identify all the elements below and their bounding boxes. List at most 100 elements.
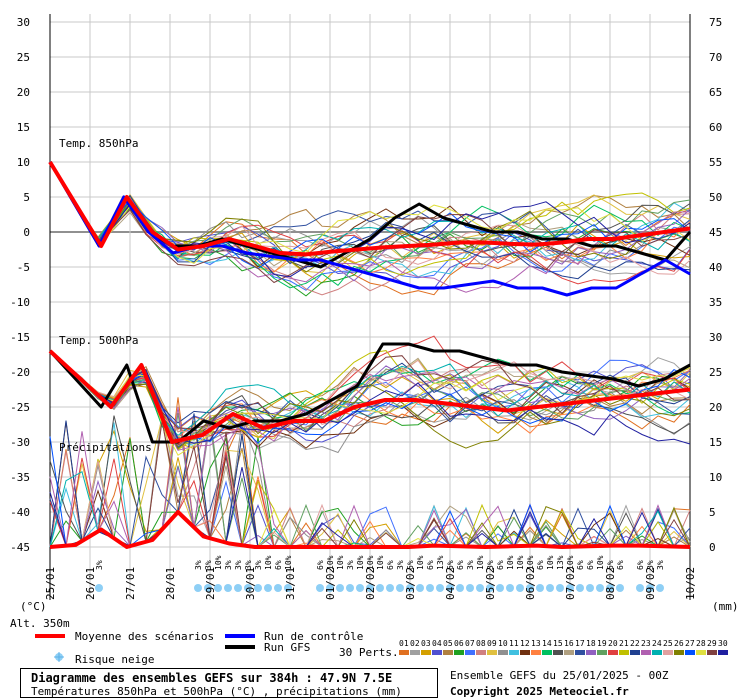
x-date-label: 27/01	[124, 567, 137, 600]
member-swatch	[641, 650, 651, 655]
member-number: 06	[454, 639, 464, 648]
snow-risk-percent: 13%	[436, 555, 445, 570]
member-swatch	[410, 650, 420, 655]
snow-risk-percent: 6%	[496, 560, 505, 570]
snow-risk-percent: 10%	[416, 555, 425, 570]
x-date-label: 03/02	[404, 567, 417, 600]
snow-icon	[566, 584, 574, 592]
member-number: 24	[652, 639, 662, 648]
snow-risk-percent: 10%	[546, 555, 555, 570]
x-date-label: 30/01	[244, 567, 257, 600]
legend-gfs-label: Run GFS	[264, 641, 310, 654]
member-line-850	[49, 161, 691, 285]
snow-icon	[416, 584, 424, 592]
snow-icon	[556, 584, 564, 592]
right-tick-label: 5	[709, 506, 716, 519]
snow-icon	[224, 584, 232, 592]
member-swatch	[553, 650, 563, 655]
member-swatch	[586, 650, 596, 655]
member-number: 03	[421, 639, 431, 648]
x-date-label: 05/02	[484, 567, 497, 600]
snow-risk-marker: 3%	[486, 560, 495, 592]
member-swatch	[432, 650, 442, 655]
snow-icon	[496, 584, 504, 592]
snow-risk-percent: 6%	[586, 560, 595, 570]
legend-control-label: Run de contrôle	[264, 630, 363, 643]
right-tick-label: 50	[709, 191, 722, 204]
chart-axes: 302520151050-5-10-15-20-25-30-35-40-4575…	[10, 16, 722, 554]
snow-risk-marker: 13%	[436, 555, 445, 592]
left-tick-label: -45	[10, 541, 30, 554]
left-tick-label: 30	[17, 16, 30, 29]
snow-risk-percent: 10%	[566, 555, 575, 570]
title-box: Diagramme des ensembles GEFS sur 384h : …	[20, 668, 438, 698]
snow-risk-percent: 10%	[366, 555, 375, 570]
member-swatch	[487, 650, 497, 655]
snow-risk-marker: 6%	[456, 560, 465, 592]
member-number: 09	[487, 639, 497, 648]
snow-icon	[194, 584, 202, 592]
left-tick-label: -5	[17, 261, 30, 274]
x-date-label: 06/02	[524, 567, 537, 600]
x-date-label: 25/01	[44, 567, 57, 600]
snow-risk-marker: 10%	[356, 555, 365, 592]
snow-icon	[546, 584, 554, 592]
member-number: 10	[498, 639, 508, 648]
left-tick-label: -20	[10, 366, 30, 379]
snow-icon	[336, 584, 344, 592]
altitude-label: Alt. 350m	[10, 617, 70, 630]
member-number: 08	[476, 639, 486, 648]
snow-icon	[456, 584, 464, 592]
legend-snow-icon	[54, 652, 64, 662]
member-line-850	[49, 161, 691, 289]
snow-risk-marker: 10%	[526, 555, 535, 592]
right-tick-label: 65	[709, 86, 722, 99]
snow-risk-percent: 3%	[466, 560, 475, 570]
member-swatch	[498, 650, 508, 655]
left-tick-label: -30	[10, 436, 30, 449]
snow-icon	[326, 584, 334, 592]
snow-icon	[386, 584, 394, 592]
snow-risk-percent: 6%	[616, 560, 625, 570]
snow-icon	[436, 584, 444, 592]
snow-risk-percent: 3%	[346, 560, 355, 570]
x-date-label: 09/02	[644, 567, 657, 600]
x-date-label: 04/02	[444, 567, 457, 600]
snow-risk-percent: 6%	[636, 560, 645, 570]
snow-risk-marker: 6%	[636, 560, 645, 592]
snow-icon	[376, 584, 384, 592]
member-swatch	[663, 650, 673, 655]
snow-risk-marker: 10%	[476, 555, 485, 592]
x-date-label: 02/02	[364, 567, 377, 600]
member-number: 12	[520, 639, 530, 648]
right-tick-label: 30	[709, 331, 722, 344]
member-swatch	[685, 650, 695, 655]
left-tick-label: 0	[23, 226, 30, 239]
snow-risk-marker: 10%	[506, 555, 515, 592]
member-color-legend: 01 02 03 04 05 06 07 08 09 10 11 12 13 14 15 16 17 18 19 20…	[399, 639, 728, 655]
member-line-850	[49, 161, 691, 270]
left-tick-label: -15	[10, 331, 30, 344]
member-swatch	[443, 650, 453, 655]
member-swatch	[608, 650, 618, 655]
member-number: 21	[619, 639, 629, 648]
snow-risk-marker: 6%	[576, 560, 585, 592]
member-swatch	[465, 650, 475, 655]
right-tick-label: 20	[709, 401, 722, 414]
snow-icon	[356, 584, 364, 592]
mean-line-850	[48, 160, 691, 257]
left-tick-label: -25	[10, 401, 30, 414]
member-number: 20	[608, 639, 618, 648]
mean-line-precip	[49, 510, 691, 549]
right-tick-label: 75	[709, 16, 722, 29]
chart-title: Diagramme des ensembles GEFS sur 384h : …	[31, 671, 393, 685]
snow-icon	[646, 584, 654, 592]
snow-risk-percent: 10%	[284, 555, 293, 570]
member-swatch	[630, 650, 640, 655]
snow-risk-percent: 3%	[656, 560, 665, 570]
snow-risk-percent: 3%	[95, 560, 104, 570]
snow-risk-percent: 10%	[264, 555, 273, 570]
member-number: 14	[542, 639, 552, 648]
member-number: 19	[597, 639, 607, 648]
member-number: 28	[696, 639, 706, 648]
